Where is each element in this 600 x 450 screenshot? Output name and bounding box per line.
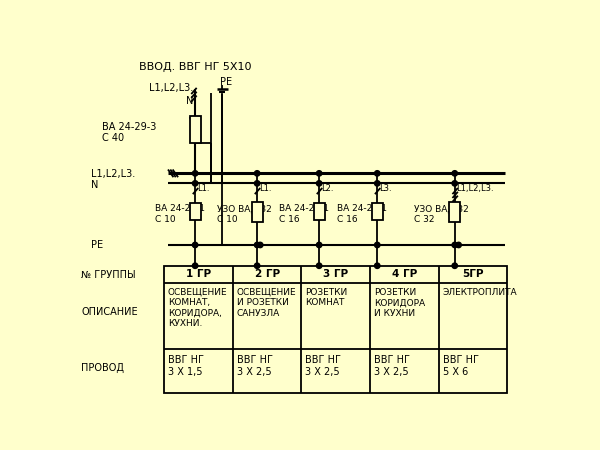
Text: L1.: L1. (259, 184, 271, 193)
Circle shape (254, 171, 260, 176)
Text: 5ГР: 5ГР (463, 269, 484, 279)
Text: РОЗЕТКИ
КОРИДОРА
И КУХНИ: РОЗЕТКИ КОРИДОРА И КУХНИ (374, 288, 425, 318)
Text: L1,L2,L3.: L1,L2,L3. (457, 184, 494, 193)
Circle shape (316, 242, 322, 248)
Text: L1.: L1. (197, 184, 209, 193)
Text: ВВГ НГ
3 Х 1,5: ВВГ НГ 3 Х 1,5 (168, 355, 204, 377)
Text: L2.: L2. (320, 184, 333, 193)
Text: ОСВЕЩЕНИЕ
КОМНАТ,
КОРИДОРА,
КУХНИ.: ОСВЕЩЕНИЕ КОМНАТ, КОРИДОРА, КУХНИ. (168, 288, 227, 328)
Bar (190, 116, 200, 143)
Circle shape (452, 263, 457, 269)
Text: ВВГ НГ
5 Х 6: ВВГ НГ 5 Х 6 (443, 355, 479, 377)
Text: 3 ГР: 3 ГР (323, 269, 349, 279)
Text: ВА 24-29-1
С 16: ВА 24-29-1 С 16 (337, 204, 387, 224)
Text: N: N (91, 180, 98, 189)
Text: ПРОВОД: ПРОВОД (81, 363, 124, 373)
Circle shape (374, 180, 380, 186)
Bar (449, 202, 460, 222)
Circle shape (254, 263, 260, 269)
Circle shape (257, 242, 263, 248)
Text: PE: PE (91, 240, 103, 250)
Bar (314, 203, 325, 220)
Circle shape (193, 171, 198, 176)
Circle shape (456, 242, 461, 248)
Circle shape (374, 171, 380, 176)
Circle shape (193, 180, 198, 186)
Text: РОЗЕТКИ
КОМНАТ: РОЗЕТКИ КОМНАТ (305, 288, 347, 307)
Text: ВВГ НГ
3 Х 2,5: ВВГ НГ 3 Х 2,5 (236, 355, 272, 377)
Text: № ГРУППЫ: № ГРУППЫ (81, 270, 136, 280)
Text: PE: PE (220, 77, 232, 87)
Text: ВА 24-29-1
С 10: ВА 24-29-1 С 10 (155, 204, 205, 224)
Text: ЭЛЕКТРОПЛИТА: ЭЛЕКТРОПЛИТА (443, 288, 517, 297)
Text: ВА 24-29-1
С 16: ВА 24-29-1 С 16 (279, 204, 329, 224)
Circle shape (193, 242, 198, 248)
Bar (164, 266, 508, 393)
Circle shape (316, 263, 322, 269)
Circle shape (316, 180, 322, 186)
Text: УЗО ВАД 32
С 10: УЗО ВАД 32 С 10 (217, 204, 272, 224)
Circle shape (316, 171, 322, 176)
Circle shape (374, 242, 380, 248)
Circle shape (374, 263, 380, 269)
Circle shape (452, 180, 457, 186)
Text: 4 ГР: 4 ГР (392, 269, 417, 279)
Text: ОПИСАНИЕ: ОПИСАНИЕ (81, 306, 138, 316)
Text: L3.: L3. (379, 184, 391, 193)
Bar (252, 202, 263, 222)
Text: ВВОД. ВВГ НГ 5Х10: ВВОД. ВВГ НГ 5Х10 (139, 62, 251, 72)
Circle shape (193, 263, 198, 269)
Circle shape (254, 242, 260, 248)
Text: ВА 24-29-3
С 40: ВА 24-29-3 С 40 (102, 122, 157, 144)
Text: L1,L2,L3.: L1,L2,L3. (91, 169, 135, 179)
Text: L1,L2,L3.: L1,L2,L3. (149, 83, 193, 93)
Text: ВВГ НГ
3 Х 2,5: ВВГ НГ 3 Х 2,5 (305, 355, 341, 377)
Circle shape (452, 242, 457, 248)
Text: ВВГ НГ
3 Х 2,5: ВВГ НГ 3 Х 2,5 (374, 355, 410, 377)
Text: N: N (186, 96, 194, 106)
Circle shape (254, 180, 260, 186)
Text: УЗО ВАД 32
С 32: УЗО ВАД 32 С 32 (415, 204, 469, 224)
Text: 1 ГР: 1 ГР (186, 269, 211, 279)
Text: 2 ГР: 2 ГР (254, 269, 280, 279)
Bar (190, 203, 200, 220)
Text: ОСВЕЩЕНИЕ
И РОЗЕТКИ
САНУЗЛА: ОСВЕЩЕНИЕ И РОЗЕТКИ САНУЗЛА (236, 288, 296, 318)
Circle shape (452, 171, 457, 176)
Bar (372, 203, 383, 220)
